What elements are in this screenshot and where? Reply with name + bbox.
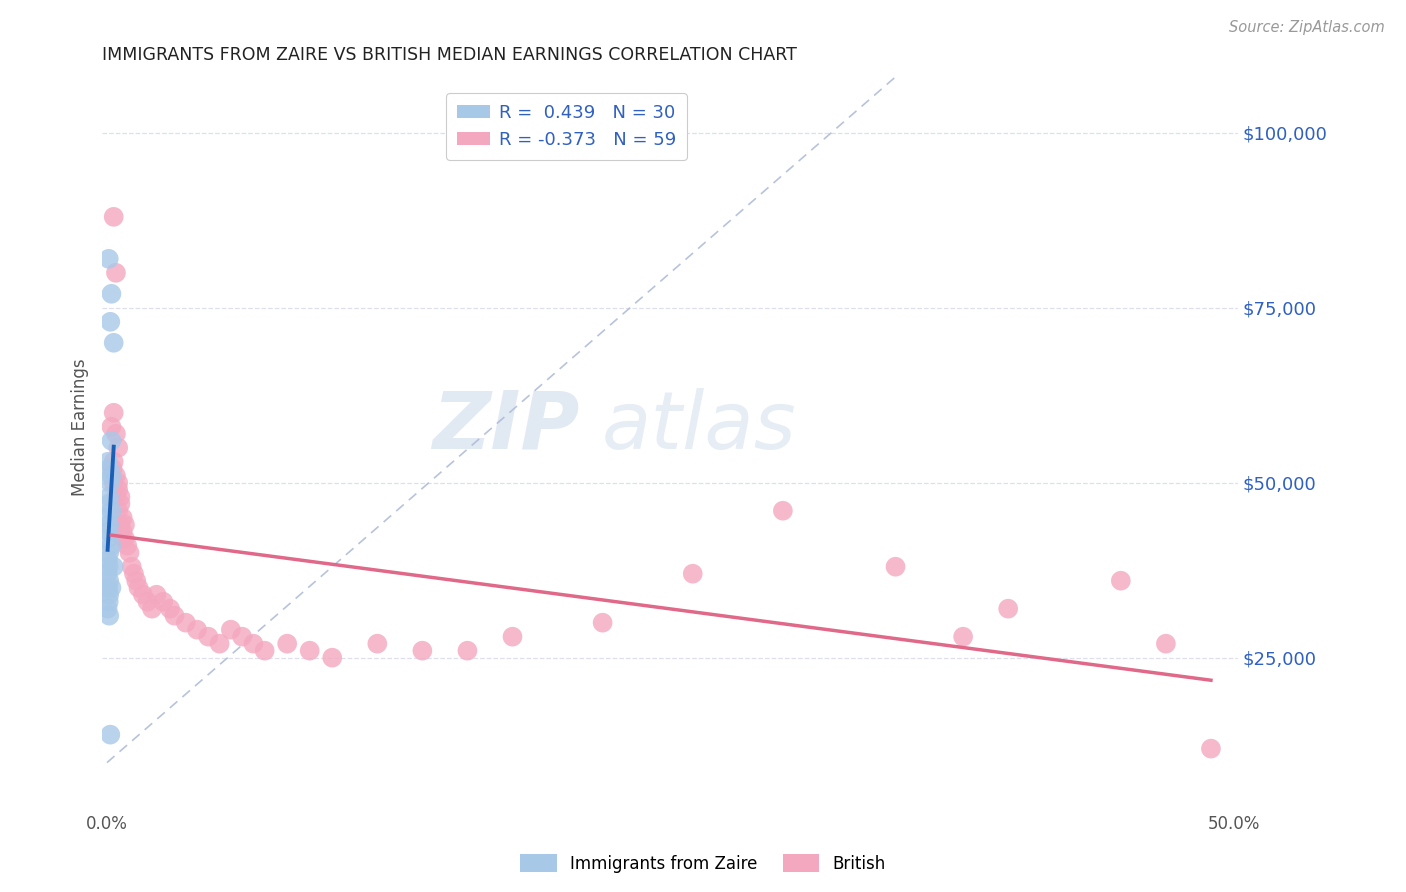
Point: [98, 574, 121, 588]
Point: [682, 566, 704, 581]
Point: [98, 517, 121, 532]
Point: [100, 539, 122, 553]
Point: [152, 595, 174, 609]
Point: [97, 581, 120, 595]
Point: [1199, 741, 1222, 756]
Point: [115, 539, 138, 553]
Point: [145, 588, 167, 602]
Text: atlas: atlas: [602, 388, 797, 466]
Point: [298, 643, 321, 657]
Point: [100, 419, 122, 434]
Point: [98, 490, 121, 504]
Point: [219, 623, 242, 637]
Point: [1109, 574, 1132, 588]
Point: [100, 581, 122, 595]
Point: [98, 461, 121, 475]
Point: [104, 266, 127, 280]
Text: 50.0%: 50.0%: [1208, 815, 1260, 833]
Point: [97, 595, 120, 609]
Point: [110, 497, 132, 511]
Point: [231, 630, 253, 644]
Point: [141, 601, 163, 615]
Point: [98, 315, 121, 329]
Point: [100, 468, 122, 483]
Point: [103, 475, 125, 490]
Point: [127, 581, 149, 595]
Y-axis label: Median Earnings: Median Earnings: [72, 358, 89, 496]
Point: [118, 546, 141, 560]
Point: [97, 559, 120, 574]
Point: [103, 559, 125, 574]
Text: ZIP: ZIP: [432, 388, 579, 466]
Point: [97, 552, 120, 566]
Text: Source: ZipAtlas.com: Source: ZipAtlas.com: [1229, 20, 1385, 35]
Point: [1154, 637, 1177, 651]
Point: [103, 210, 125, 224]
Point: [253, 643, 276, 657]
Point: [103, 406, 125, 420]
Point: [242, 637, 264, 651]
Point: [104, 468, 127, 483]
Point: [952, 630, 974, 644]
Point: [197, 630, 219, 644]
Point: [321, 650, 343, 665]
Point: [163, 608, 186, 623]
Point: [97, 455, 120, 469]
Point: [97, 532, 120, 546]
Point: [208, 637, 231, 651]
Point: [174, 615, 197, 630]
Point: [121, 559, 143, 574]
Point: [107, 504, 129, 518]
Point: [456, 643, 478, 657]
Point: [97, 524, 120, 539]
Point: [772, 504, 794, 518]
Point: [114, 532, 136, 546]
Legend: R =  0.439   N = 30, R = -0.373   N = 59: R = 0.439 N = 30, R = -0.373 N = 59: [447, 93, 688, 160]
Point: [132, 588, 155, 602]
Point: [97, 497, 120, 511]
Point: [103, 455, 125, 469]
Point: [98, 588, 121, 602]
Point: [97, 566, 120, 581]
Point: [276, 637, 298, 651]
Point: [159, 601, 181, 615]
Point: [107, 475, 129, 490]
Point: [122, 566, 145, 581]
Point: [366, 637, 388, 651]
Point: [997, 601, 1019, 615]
Text: 0.0%: 0.0%: [86, 815, 128, 833]
Point: [502, 630, 524, 644]
Point: [97, 601, 120, 615]
Point: [97, 510, 120, 524]
Point: [104, 426, 127, 441]
Text: IMMIGRANTS FROM ZAIRE VS BRITISH MEDIAN EARNINGS CORRELATION CHART: IMMIGRANTS FROM ZAIRE VS BRITISH MEDIAN …: [103, 46, 797, 64]
Point: [111, 532, 134, 546]
Point: [592, 615, 614, 630]
Point: [110, 490, 132, 504]
Point: [107, 441, 129, 455]
Point: [103, 335, 125, 350]
Point: [111, 524, 134, 539]
Point: [98, 728, 121, 742]
Point: [104, 490, 127, 504]
Point: [136, 595, 159, 609]
Point: [100, 504, 122, 518]
Point: [98, 608, 121, 623]
Point: [98, 475, 121, 490]
Point: [98, 546, 121, 560]
Point: [114, 517, 136, 532]
Point: [110, 517, 132, 532]
Point: [107, 483, 129, 497]
Point: [186, 623, 208, 637]
Point: [411, 643, 433, 657]
Point: [125, 574, 148, 588]
Legend: Immigrants from Zaire, British: Immigrants from Zaire, British: [513, 847, 893, 880]
Point: [100, 434, 122, 448]
Point: [97, 252, 120, 266]
Point: [111, 510, 134, 524]
Point: [884, 559, 907, 574]
Point: [100, 286, 122, 301]
Point: [101, 461, 124, 475]
